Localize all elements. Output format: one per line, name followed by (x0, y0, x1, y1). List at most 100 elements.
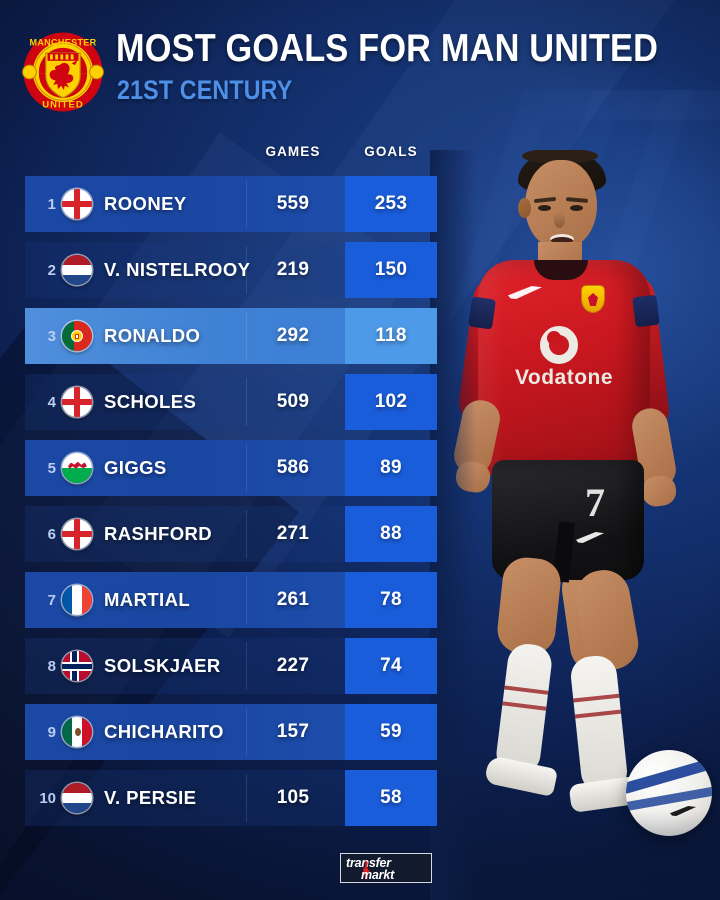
player-sock-right (569, 653, 629, 795)
transfermarkt-logo-line2: markt (361, 868, 395, 882)
row-goals: 102 (374, 391, 408, 412)
row-goals: 118 (375, 325, 407, 346)
table-row[interactable]: 9 CHICHARITO 157 59 (0, 704, 440, 760)
column-divider (246, 312, 247, 360)
row-goals: 58 (380, 787, 402, 808)
row-player-name: CHICHARITO (104, 721, 224, 742)
transfermarkt-figure-icon (363, 860, 370, 880)
premier-league-badge-left-icon (468, 296, 496, 330)
column-header-goals: GOALS (364, 144, 418, 159)
row-player-name: RASHFORD (104, 523, 213, 544)
row-player-name: ROONEY (104, 193, 187, 214)
row-player-name: SOLSKJAER (104, 655, 221, 676)
manchester-united-crest-icon: MANCHESTER UNITED (22, 32, 104, 112)
row-games: 586 (276, 457, 310, 478)
goals-cell-background (345, 638, 437, 694)
sponsor-text: Vodatone (514, 366, 614, 389)
player-eye-left (538, 205, 551, 211)
row-goals: 88 (380, 523, 402, 544)
wales-flag-icon (62, 453, 92, 483)
column-header-games: GAMES (265, 144, 321, 159)
column-divider (246, 510, 247, 558)
player-thigh-left (495, 555, 563, 657)
row-games: 105 (276, 787, 310, 808)
column-divider (246, 708, 247, 756)
player-photo: Vodatone 7 (430, 150, 720, 900)
row-player-name: SCHOLES (104, 391, 197, 412)
premier-league-badge-right-icon (632, 294, 660, 328)
row-games: 227 (276, 655, 310, 676)
goals-cell-background (345, 506, 437, 562)
row-goals: 78 (380, 589, 402, 610)
row-goals: 253 (374, 193, 408, 214)
row-rank: 4 (47, 393, 56, 411)
table-row[interactable]: 4 SCHOLES 509 102 (0, 374, 440, 430)
row-player-name: GIGGS (104, 457, 167, 478)
row-rank: 1 (47, 195, 56, 213)
row-rank: 6 (47, 525, 56, 543)
table-row[interactable]: 5 GIGGS 586 89 (0, 440, 440, 496)
goals-cell-background (345, 704, 437, 760)
row-player-name: V. PERSIE (104, 787, 197, 808)
table-row[interactable]: 1 ROONEY 559 253 (0, 176, 440, 232)
shirt-club-crest-icon (582, 286, 604, 312)
page-subtitle: 21ST CENTURY (117, 75, 293, 105)
row-games: 559 (276, 193, 310, 214)
column-divider (246, 774, 247, 822)
row-rank: 7 (47, 591, 56, 609)
england-flag-icon (62, 519, 92, 549)
row-goals: 89 (380, 457, 402, 478)
row-games: 271 (276, 523, 310, 544)
row-games: 261 (276, 589, 310, 610)
row-rank: 10 (39, 789, 56, 807)
row-games: 157 (276, 721, 310, 742)
row-games: 509 (276, 391, 310, 412)
goals-cell-background (345, 440, 437, 496)
row-player-name: RONALDO (104, 325, 201, 346)
row-games: 219 (276, 259, 310, 280)
row-rank: 5 (47, 459, 56, 477)
row-player-name: V. NISTELROOY (104, 259, 251, 280)
table-row[interactable]: 2 V. NISTELROOY 219 150 (0, 242, 440, 298)
column-divider (246, 444, 247, 492)
table-row[interactable]: 10 V. PERSIE 105 58 (0, 770, 440, 826)
column-divider (246, 246, 247, 294)
table-row[interactable]: 7 MARTIAL 261 78 (0, 572, 440, 628)
transfermarkt-logo-line1: transfer (346, 856, 391, 870)
shorts-number: 7 (585, 480, 605, 525)
transfermarkt-logo: transfer markt (340, 853, 432, 883)
table-row[interactable]: 6 RASHFORD 271 88 (0, 506, 440, 562)
row-goals: 74 (380, 655, 402, 676)
row-player-name: MARTIAL (104, 589, 191, 610)
mexico-flag-icon (62, 717, 92, 747)
goals-cell-background (345, 242, 437, 298)
england-flag-icon (62, 387, 92, 417)
table-row[interactable]: 3 RONALDO 292 118 (0, 308, 440, 364)
netherlands-flag-icon (62, 783, 92, 813)
svg-text:UNITED: UNITED (42, 99, 83, 110)
column-divider (246, 576, 247, 624)
portugal-flag-icon (62, 321, 92, 351)
row-rank: 3 (47, 327, 56, 345)
player-sock-left (494, 641, 554, 777)
row-rank: 9 (47, 723, 56, 741)
player-eye-right (570, 205, 583, 211)
goals-cell-background (345, 770, 437, 826)
goals-cell-background (345, 572, 437, 628)
page-title: MOST GOALS FOR MAN UNITED (116, 27, 659, 70)
sponsor-logo-icon (540, 326, 578, 364)
table-row[interactable]: 8 SOLSKJAER 227 74 (0, 638, 440, 694)
player-ear (518, 198, 531, 218)
column-divider (246, 180, 247, 228)
row-games: 292 (276, 325, 310, 346)
norway-flag-icon (62, 651, 92, 681)
header: MANCHESTER UNITED MOST GOALS FOR MAN UNI… (0, 0, 720, 128)
goals-cell-background (345, 374, 437, 430)
netherlands-flag-icon (62, 255, 92, 285)
goals-cell-background (345, 176, 437, 232)
row-rank: 2 (47, 261, 56, 279)
goals-cell-background (345, 308, 437, 364)
row-rank: 8 (47, 657, 56, 675)
svg-text:MANCHESTER: MANCHESTER (29, 37, 96, 47)
